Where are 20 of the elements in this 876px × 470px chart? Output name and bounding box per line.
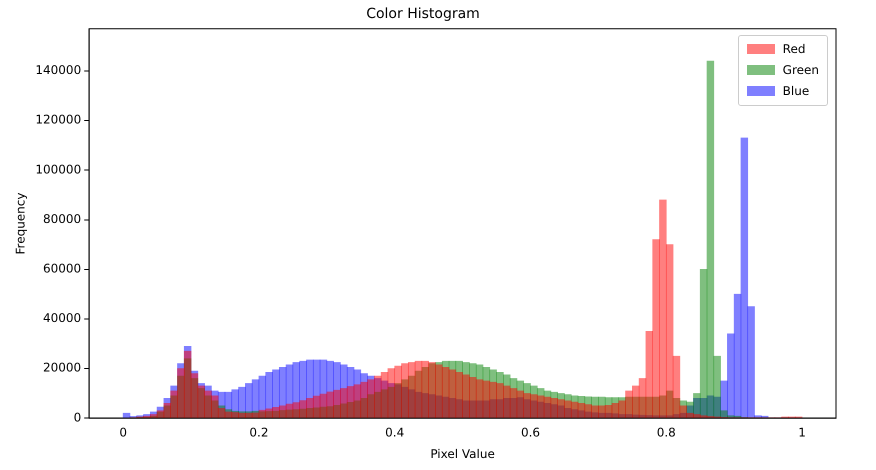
y-tick-label: 140000 <box>35 63 82 78</box>
legend-label: Green <box>782 63 819 78</box>
y-tick-label: 0 <box>74 410 82 424</box>
y-tick-label: 80000 <box>43 212 82 226</box>
y-tick-label: 40000 <box>43 311 82 326</box>
chart-title: Color Histogram <box>366 6 480 22</box>
x-axis-title: Pixel Value <box>430 446 495 461</box>
legend-label: Red <box>782 42 806 56</box>
y-tick-label: 20000 <box>43 360 82 375</box>
x-tick-label: 0.2 <box>249 426 268 440</box>
y-axis-title: Frequency <box>13 192 28 254</box>
x-tick-label: 0 <box>119 426 127 440</box>
y-tick-label: 120000 <box>35 112 82 127</box>
x-tick-label: 0.6 <box>520 426 540 440</box>
x-tick-label: 0.4 <box>385 426 404 440</box>
x-tick-label: 0.8 <box>656 426 676 440</box>
x-tick-label: 1 <box>798 426 806 440</box>
y-tick-label: 100000 <box>35 162 82 176</box>
y-tick-label: 60000 <box>43 262 82 276</box>
legend-label: Blue <box>782 84 810 98</box>
